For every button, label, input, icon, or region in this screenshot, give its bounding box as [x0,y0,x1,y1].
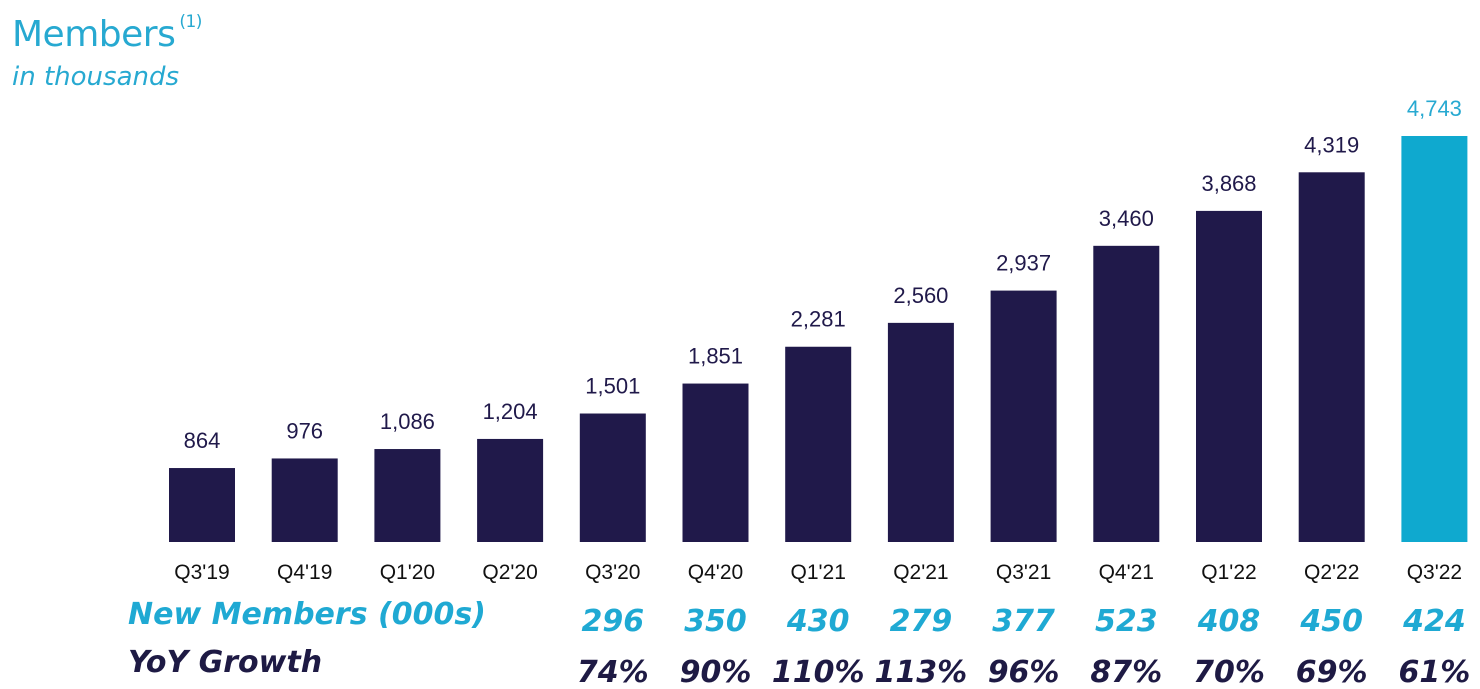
x-tick-label: Q1'21 [791,561,846,584]
bar-value-label: 2,937 [996,251,1051,276]
bar-value-label: 2,281 [791,307,846,332]
bar-value-label: 1,851 [688,344,743,369]
new-members-value: 350 [684,604,747,639]
bar-value-label: 1,204 [483,399,538,424]
x-tick-label: Q3'20 [585,561,640,584]
bar [1196,210,1262,543]
bar-value-label: 1,501 [585,374,640,399]
bar-value-label: 976 [286,418,323,443]
bar [374,449,441,542]
chart-title-text: Members [12,14,176,55]
new-members-value: 279 [890,604,953,639]
bar-value-label: 1,086 [380,409,435,434]
bar-value-label: 4,743 [1407,96,1462,121]
x-tick-label: Q1'20 [380,561,435,584]
x-tick-label: Q1'22 [1201,561,1256,584]
bar [682,383,749,542]
yoy-growth-value: 69% [1296,655,1368,689]
bar [169,468,235,542]
bar-value-label: 3,868 [1201,171,1256,196]
new-members-row-label: New Members (000s) [128,597,486,632]
bar [477,438,544,542]
x-tick-label: Q3'22 [1407,561,1462,584]
new-members-value: 424 [1402,604,1466,639]
bar [1401,136,1468,542]
new-members-value: 296 [581,604,644,639]
bar [271,458,338,542]
new-members-value: 377 [992,604,1055,639]
x-tick-label: Q2'22 [1304,561,1359,584]
yoy-growth-value: 61% [1398,655,1470,689]
yoy-growth-value: 70% [1193,655,1265,689]
bar [887,322,954,542]
yoy-growth-value: 110% [772,655,865,689]
yoy-growth-value: 96% [988,655,1060,689]
x-tick-label: Q4'21 [1099,561,1154,584]
bar-value-label: 3,460 [1099,206,1154,231]
bar [579,413,646,542]
new-members-value: 523 [1095,604,1158,639]
x-tick-label: Q2'21 [893,561,948,584]
chart-title: Members (1) [12,12,202,55]
yoy-growth-value: 74% [577,655,649,689]
new-members-value: 450 [1299,604,1363,639]
bar [990,290,1057,542]
yoy-growth-row-label: YoY Growth [128,645,323,680]
x-tick-label: Q2'20 [482,561,537,584]
bar-value-label: 4,319 [1304,132,1359,157]
footnote-marker: (1) [179,12,202,32]
yoy-growth-value: 90% [680,655,752,689]
yoy-growth-value: 113% [875,655,968,689]
bar [1093,245,1160,542]
bar-value-label: 864 [184,428,221,453]
x-tick-label: Q4'19 [277,561,332,584]
chart-subtitle: in thousands [12,62,180,92]
x-tick-label: Q3'19 [174,561,229,584]
bar [1298,172,1365,543]
bar-value-label: 2,560 [893,283,948,308]
new-members-value: 408 [1197,604,1261,639]
x-tick-label: Q3'21 [996,561,1051,584]
x-tick-label: Q4'20 [688,561,743,584]
yoy-growth-value: 87% [1090,655,1162,689]
bar [785,346,852,542]
new-members-value: 430 [786,604,850,639]
